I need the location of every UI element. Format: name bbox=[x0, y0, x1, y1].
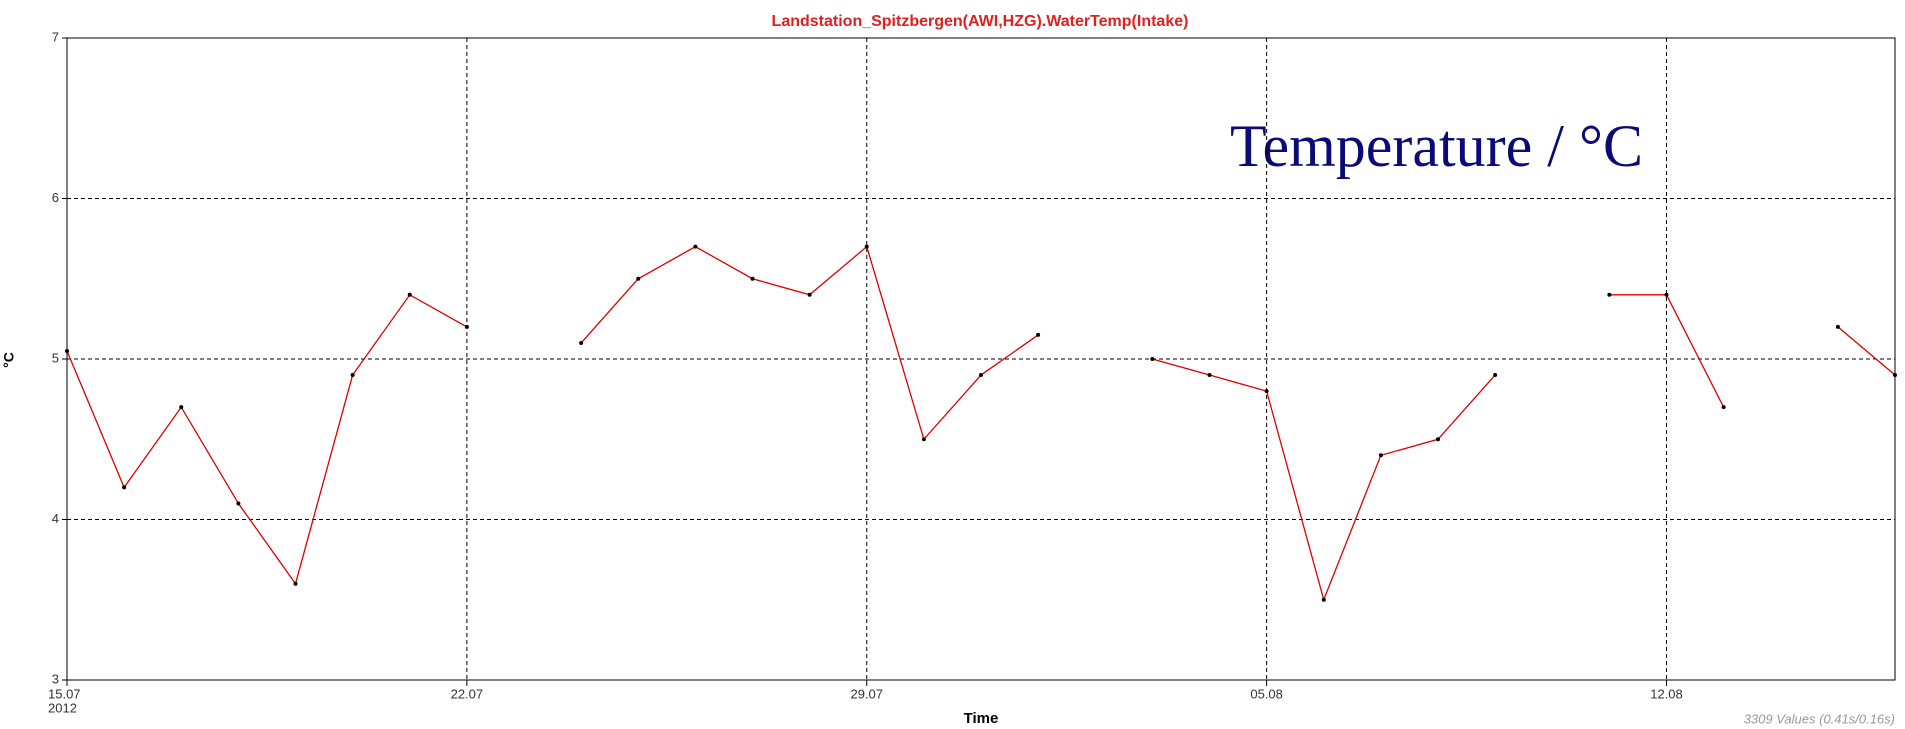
data-point bbox=[407, 292, 412, 297]
data-point bbox=[979, 373, 983, 378]
y-tick-label: 4 bbox=[52, 511, 59, 526]
data-point bbox=[693, 244, 698, 249]
data-point bbox=[1607, 292, 1612, 297]
y-tick-label: 6 bbox=[52, 190, 59, 205]
data-point bbox=[636, 276, 641, 281]
x-tick-label: 12.08 bbox=[1650, 686, 1683, 701]
y-tick-label: 5 bbox=[52, 350, 59, 365]
chart-title: Landstation_Spitzbergen(AWI,HZG).WaterTe… bbox=[772, 13, 1189, 30]
x-axis-label: Time bbox=[964, 710, 999, 727]
data-point bbox=[1378, 453, 1383, 458]
data-point bbox=[1664, 292, 1669, 297]
data-point bbox=[1036, 332, 1041, 337]
data-point bbox=[464, 324, 469, 329]
data-point bbox=[750, 276, 755, 281]
data-point bbox=[65, 348, 69, 353]
data-point bbox=[1150, 357, 1155, 361]
data-point bbox=[1721, 405, 1726, 410]
data-point bbox=[1436, 437, 1440, 442]
data-point bbox=[1835, 324, 1840, 329]
data-point bbox=[1321, 597, 1326, 602]
data-point bbox=[350, 373, 355, 378]
data-point bbox=[236, 501, 241, 506]
y-tick-label: 7 bbox=[52, 29, 59, 44]
x-tick-label: 29.07 bbox=[850, 686, 883, 701]
data-point bbox=[579, 340, 584, 345]
y-axis-label: °C bbox=[1, 352, 17, 368]
x-tick-label: 22.07 bbox=[451, 686, 484, 701]
data-point bbox=[921, 437, 926, 442]
data-point bbox=[807, 292, 812, 297]
data-point bbox=[293, 581, 298, 586]
x-year-label: 2012 bbox=[48, 700, 77, 715]
data-point bbox=[122, 485, 127, 490]
x-tick-label: 05.08 bbox=[1250, 686, 1283, 701]
data-point bbox=[1264, 389, 1269, 394]
annotation: Temperature / °C bbox=[1230, 113, 1643, 179]
data-point bbox=[1893, 373, 1897, 378]
footer: 3309 Values (0.41s/0.16s) bbox=[1744, 711, 1895, 726]
data-point bbox=[1493, 373, 1498, 378]
x-tick-label: 15.07 bbox=[48, 686, 81, 701]
data-point bbox=[179, 405, 184, 410]
data-point bbox=[864, 244, 869, 249]
y-tick-label: 3 bbox=[52, 671, 59, 686]
data-point bbox=[1207, 373, 1212, 378]
